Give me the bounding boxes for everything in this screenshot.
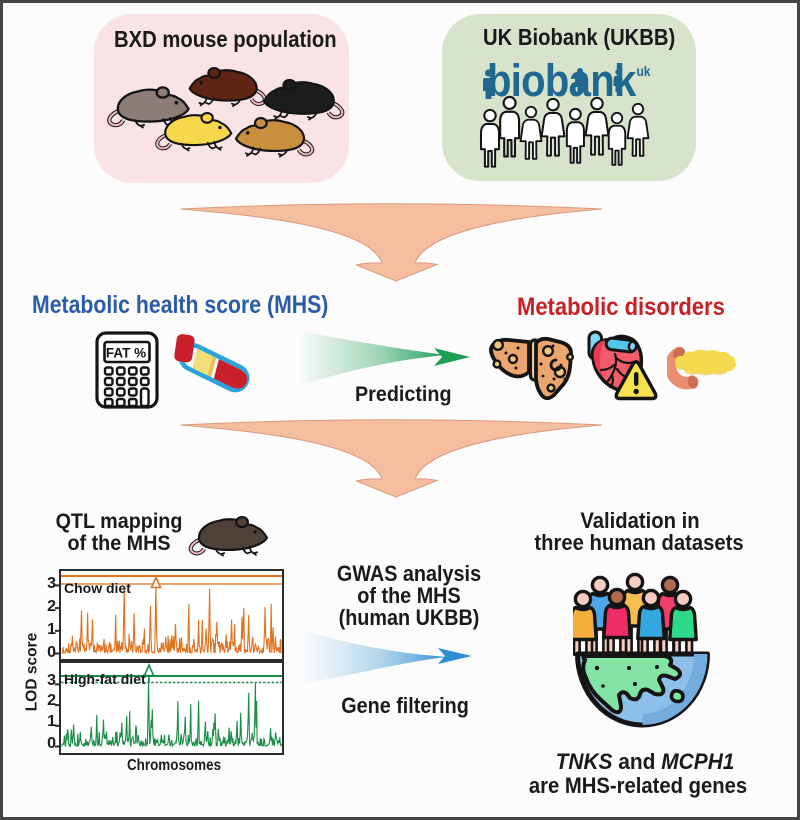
svg-text:FAT %: FAT % <box>106 346 146 361</box>
